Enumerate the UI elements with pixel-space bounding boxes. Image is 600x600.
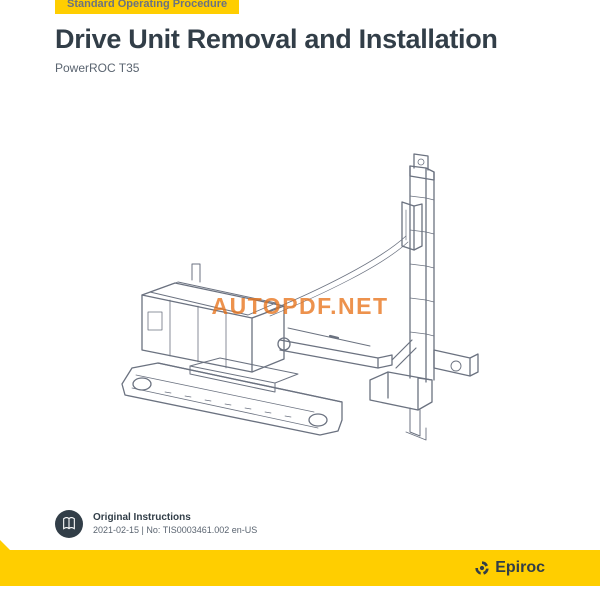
- title-block: Drive Unit Removal and Installation Powe…: [55, 24, 545, 75]
- manual-icon: [55, 510, 83, 538]
- document-title: Drive Unit Removal and Installation: [55, 24, 545, 55]
- category-tag: Standard Operating Procedure: [55, 0, 239, 14]
- brand-mark-icon: [474, 560, 490, 576]
- document-cover: Standard Operating Procedure Drive Unit …: [0, 0, 600, 600]
- footer-bar: Epiroc: [0, 550, 600, 586]
- doc-prefix: No:: [146, 525, 162, 535]
- brand-name: Epiroc: [495, 559, 545, 577]
- model-name: PowerROC T35: [55, 61, 545, 75]
- instruction-meta: 2021-02-15 | No: TIS0003461.002 en-US: [93, 525, 257, 536]
- instruction-text: Original Instructions 2021-02-15 | No: T…: [93, 512, 257, 536]
- machine-illustration: [70, 140, 530, 460]
- instruction-title: Original Instructions: [93, 512, 257, 524]
- instruction-doc: TIS0003461.002 en-US: [163, 525, 258, 535]
- instruction-date: 2021-02-15: [93, 525, 139, 535]
- footer-notch: [0, 540, 10, 550]
- instruction-block: Original Instructions 2021-02-15 | No: T…: [55, 510, 257, 538]
- brand-logo: Epiroc: [474, 559, 545, 577]
